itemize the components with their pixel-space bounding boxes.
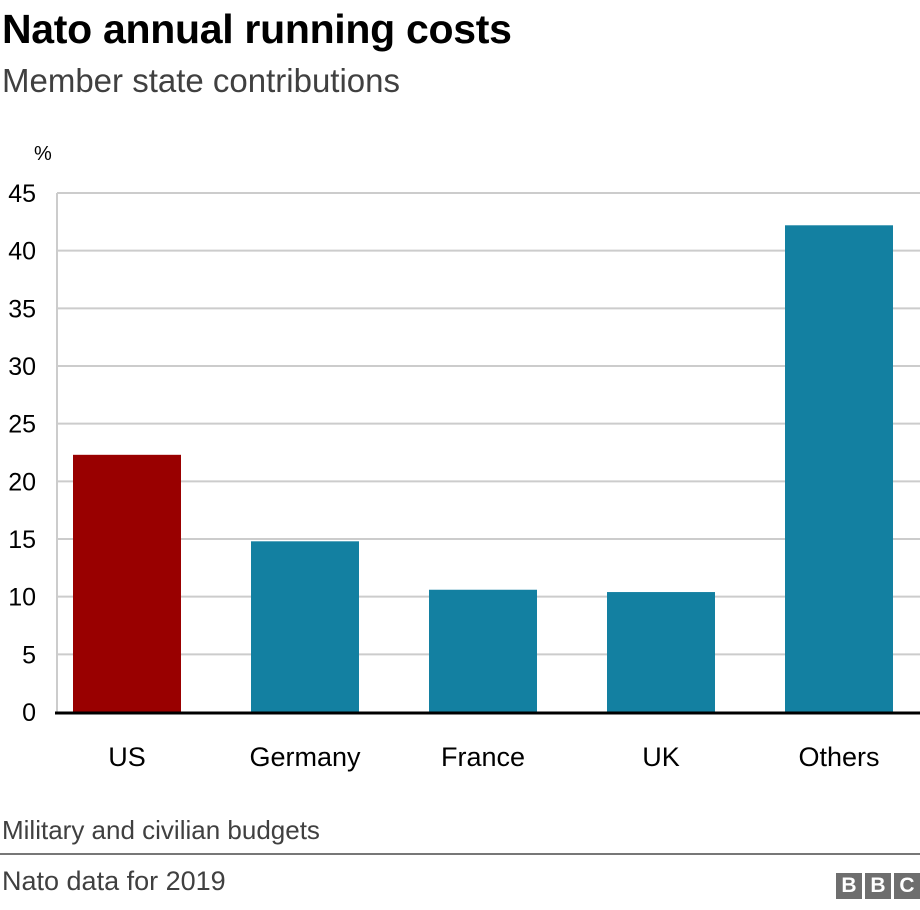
category-label: US [108, 742, 146, 772]
y-tick-label: 0 [22, 699, 36, 727]
bar-others [785, 225, 893, 712]
bar-germany [251, 541, 359, 712]
footer-divider [0, 853, 920, 855]
y-tick-label: 20 [8, 468, 36, 496]
bbc-logo-letter: C [894, 873, 920, 899]
y-tick-label: 45 [8, 180, 36, 208]
chart-title: Nato annual running costs [2, 6, 512, 52]
bars [73, 225, 893, 712]
category-label: Others [798, 742, 879, 772]
source-text: Nato data for 2019 [2, 866, 226, 896]
bar-chart: % 0 5 10 15 20 25 30 35 40 45 US Germany France UK Ot… [8, 143, 920, 772]
bbc-logo: B B C [836, 873, 920, 899]
category-label: Germany [249, 742, 361, 772]
y-tick-labels: 0 5 10 15 20 25 30 35 40 45 [8, 180, 36, 727]
chart-subtitle: Member state contributions [2, 62, 401, 99]
chart-note: Military and civilian budgets [2, 815, 320, 845]
y-tick-label: 10 [8, 584, 36, 612]
y-tick-label: 15 [8, 526, 36, 554]
bar-us [73, 454, 181, 712]
y-axis-unit-label: % [34, 143, 52, 165]
category-labels: US Germany France UK Others [108, 742, 879, 772]
y-tick-label: 30 [8, 353, 36, 381]
bar-france [429, 589, 537, 712]
y-tick-label: 40 [8, 238, 36, 266]
y-tick-label: 35 [8, 295, 36, 323]
y-tick-label: 25 [8, 411, 36, 439]
category-label: France [441, 742, 525, 772]
bbc-logo-letter: B [865, 873, 891, 899]
category-label: UK [642, 742, 680, 772]
bar-uk [607, 592, 715, 712]
bbc-logo-letter: B [836, 873, 862, 899]
y-tick-label: 5 [22, 641, 36, 669]
